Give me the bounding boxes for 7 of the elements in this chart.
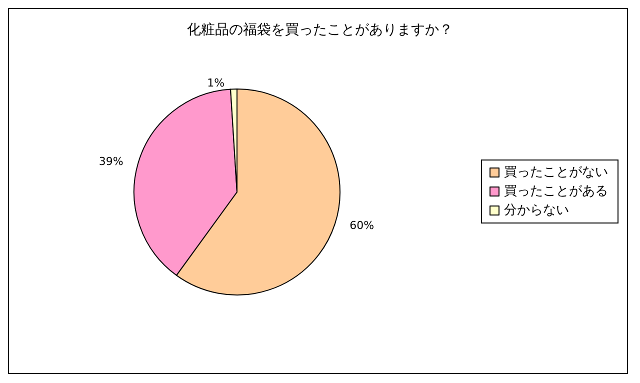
chart-title: 化粧品の福袋を買ったことがありますか？ <box>187 22 453 38</box>
legend-label: 買ったことがある <box>504 184 608 199</box>
legend-label: 分からない <box>504 203 569 218</box>
data-label: 60% <box>350 219 374 232</box>
data-label: 1% <box>207 76 225 90</box>
legend-label: 買ったことがない <box>504 165 608 180</box>
data-label: 39% <box>98 155 124 168</box>
